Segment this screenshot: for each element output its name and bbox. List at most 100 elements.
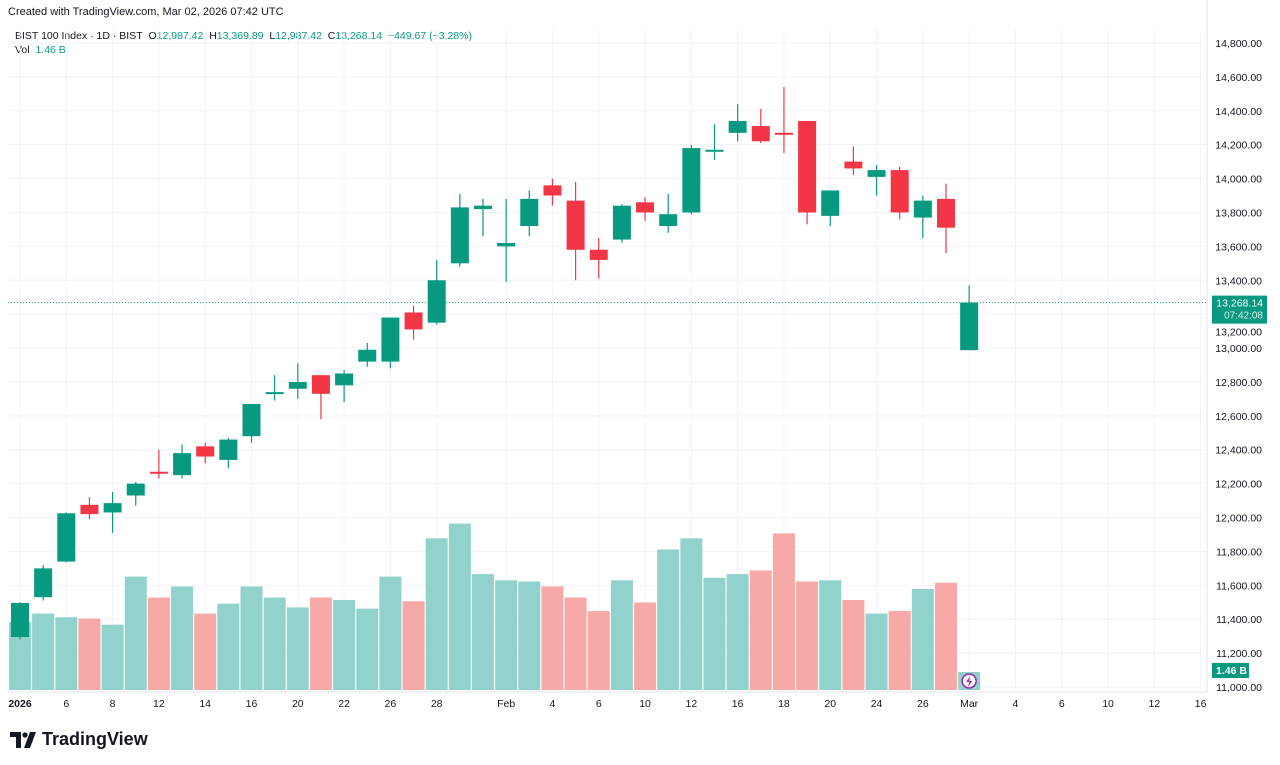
candle-body [427,280,446,323]
volume-bar [911,588,934,690]
y-tick-label: 11,400.00 [1216,614,1262,626]
change-value: −449.67 (−3.28%) [387,30,472,42]
lightning-bolt-icon [966,676,973,687]
candle-body [821,190,840,216]
volume-bar [356,608,379,690]
volume-bar [541,586,564,690]
x-tick-label: 8 [110,698,116,710]
volume-bar [634,602,657,690]
x-tick-label: 4 [550,698,556,710]
volume-bar [518,581,541,690]
x-tick-label: 12 [686,698,698,710]
volume-bar [217,603,240,690]
candle-body [612,205,631,240]
y-tick-label: 12,000.00 [1215,513,1262,525]
y-tick-label: 12,800.00 [1215,377,1262,389]
y-tick-label: 11,800.00 [1216,546,1262,558]
y-tick-label: 12,200.00 [1215,479,1262,491]
created-caption: Created with TradingView.com, Mar 02, 20… [8,6,284,18]
open-label: O [148,30,157,42]
y-tick-label: 14,200.00 [1215,140,1262,152]
volume-label: Vol [15,44,30,56]
x-tick-label: 6 [596,698,602,710]
volume-bar [78,618,101,690]
volume-bar [842,600,865,690]
symbol-legend: BIST 100 Index · 1D · BIST O12,987.42 H1… [15,29,472,57]
low-label: L [269,30,276,42]
x-tick-label: 16 [732,698,744,710]
volume-badge [1212,663,1249,678]
candle-body [867,170,886,177]
volume-bar [263,597,286,690]
candle-body [265,392,284,395]
volume-bar [9,622,31,690]
candle-body [149,471,168,474]
candle-body [335,373,354,386]
x-tick-label: 10 [1102,698,1114,710]
tradingview-logo-icon [10,731,36,748]
x-tick-label: 28 [431,698,443,710]
volume-bar [32,613,55,690]
x-tick-label: 16 [1195,698,1207,710]
candle-body [219,439,238,460]
x-tick-label: 2026 [8,698,32,710]
last-price-value: 13,268.14 [1216,298,1263,310]
symbol-title[interactable]: BIST 100 Index · 1D · BIST [15,30,143,42]
y-tick-label: 12,400.00 [1215,445,1262,457]
x-tick-label: 6 [63,698,69,710]
volume-bar [286,607,309,690]
x-tick-label: 18 [778,698,790,710]
candle-body [705,149,724,152]
x-tick-label: 16 [246,698,258,710]
volume-bar [888,611,911,690]
x-tick-label: Mar [960,698,979,710]
volume-bar [564,597,587,690]
candle-body [450,207,469,264]
y-tick-label: 13,600.00 [1215,241,1262,253]
candle-body [589,249,608,260]
candle-body [913,200,932,218]
candle-body [311,375,330,394]
logo-text: TradingView [42,729,148,749]
candle-body [682,148,701,213]
volume-bar [240,586,263,690]
candle-body [659,214,678,227]
volume-bar [194,613,217,690]
x-tick-label: Feb [497,698,515,710]
x-tick-label: 6 [1059,698,1065,710]
candle-body [173,453,192,476]
candle-body [11,602,29,638]
candle-body [242,403,261,437]
volume-bar [610,580,633,690]
candle-body [288,381,307,389]
x-tick-label: 20 [824,698,836,710]
volume-bar [772,533,795,690]
y-tick-label: 12,600.00 [1215,411,1262,423]
y-tick-label: 11,200.00 [1216,648,1262,660]
candle-body [520,198,539,227]
candle-body [937,198,955,228]
candle-body [404,312,423,330]
y-tick-label: 14,400.00 [1215,106,1262,118]
volume-bar [309,597,332,690]
volume-bar [448,523,471,690]
volume-bar [379,576,402,690]
volume-bar [935,582,957,690]
x-tick-label: 10 [639,698,651,710]
volume-bar [587,611,610,690]
volume-bar [171,586,194,690]
y-tick-label: 14,600.00 [1215,72,1262,84]
volume-bar [749,570,772,690]
volume-bar [495,580,518,690]
volume-bar [402,601,425,690]
x-tick-label: 26 [917,698,929,710]
y-tick-label: 13,800.00 [1215,207,1262,219]
close-value: 13,268.14 [335,30,383,42]
x-tick-label: 24 [871,698,883,710]
low-value: 12,987.42 [275,30,322,42]
candle-body [34,568,53,598]
volume-bar [333,600,356,690]
volume-bar [819,580,842,690]
candle-body [636,202,655,213]
